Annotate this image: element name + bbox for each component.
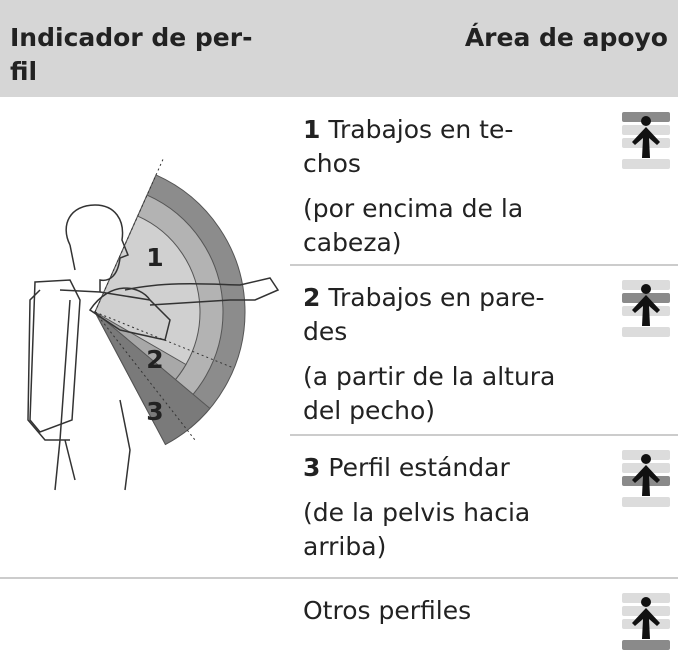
- row-note: cabeza): [303, 228, 402, 257]
- icon-bar: [622, 497, 670, 507]
- icon-body: [632, 608, 660, 639]
- icon-head: [641, 597, 651, 607]
- icon-body: [632, 465, 660, 496]
- person-outline: [27, 204, 280, 491]
- row-title: 2 Trabajos en pare-: [303, 283, 545, 312]
- illustration: 1 2 3: [27, 158, 280, 491]
- header-col2: Área de apoyo: [465, 23, 668, 52]
- profile-icon: [622, 450, 670, 507]
- row-number: 1: [303, 115, 320, 144]
- row-title: chos: [303, 149, 361, 178]
- backpack: [29, 279, 81, 433]
- row-note: (de la pelvis hacia: [303, 498, 530, 527]
- arm-support: [88, 287, 171, 341]
- row-note: (por encima de la: [303, 194, 523, 223]
- row-title-text: Perfil estándar: [328, 453, 510, 482]
- sector: [94, 311, 211, 446]
- profile-icon: [622, 280, 670, 337]
- sector-label: 3: [146, 397, 163, 426]
- row-title: Otros perfiles: [303, 596, 471, 625]
- header-col1: Indicador de per-: [10, 23, 252, 52]
- icon-head: [641, 454, 651, 464]
- icon-head: [641, 116, 651, 126]
- row-note: (a partir de la altura: [303, 362, 555, 391]
- row-number: 2: [303, 283, 320, 312]
- icon-body: [632, 295, 660, 326]
- icon-body: [632, 127, 660, 158]
- dotted-line: [94, 158, 164, 313]
- header-bg: [0, 0, 678, 97]
- icon-bar: [622, 159, 670, 169]
- row-title-text: Trabajos en te-: [327, 115, 513, 144]
- profile-icon: [622, 112, 670, 169]
- row-title: 3 Perfil estándar: [303, 453, 510, 482]
- sector-label: 1: [146, 243, 163, 272]
- profile-icon: [622, 593, 670, 650]
- icon-bar: [622, 327, 670, 337]
- row-note: del pecho): [303, 396, 435, 425]
- icon-head: [641, 284, 651, 294]
- sector-label: 2: [146, 345, 163, 374]
- row-note: arriba): [303, 532, 386, 561]
- row-title: des: [303, 317, 347, 346]
- header-col1: fil: [10, 57, 37, 86]
- row-number: 3: [303, 453, 320, 482]
- icon-bar: [622, 640, 670, 650]
- row-title: 1 Trabajos en te-: [303, 115, 513, 144]
- row-title-text: Trabajos en pare-: [327, 283, 544, 312]
